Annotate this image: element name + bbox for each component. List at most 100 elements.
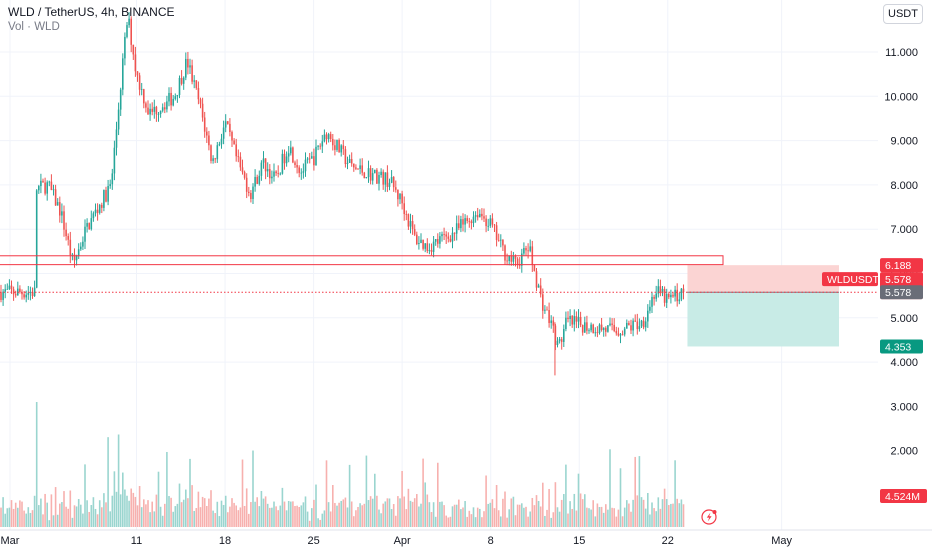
price-axis[interactable]: 4.0005.0006.0007.0008.0009.00010.00011.0… <box>884 47 918 458</box>
volume-bar <box>6 508 9 527</box>
volume-bar <box>565 464 567 527</box>
candle-body <box>262 158 265 163</box>
candle-body <box>455 223 458 234</box>
candle-body <box>369 168 372 181</box>
volume-bar <box>185 489 187 527</box>
volume-bar <box>527 516 529 527</box>
volume-bar <box>285 510 288 527</box>
candle-body <box>403 203 405 215</box>
candle-body <box>502 239 504 246</box>
candle-body <box>573 316 576 325</box>
candle-body <box>256 176 258 184</box>
candle-body <box>602 327 605 331</box>
candle-body <box>266 168 269 172</box>
candle-body <box>485 218 487 227</box>
target-price-tag: 4.353 <box>880 339 923 354</box>
candle-body <box>378 174 380 184</box>
candle-body <box>598 324 601 333</box>
candle-body <box>134 54 137 72</box>
candle-body <box>623 328 626 335</box>
volume-bar <box>531 497 534 527</box>
candle-body <box>170 92 172 106</box>
volume-bar <box>384 501 387 527</box>
candle-body <box>31 292 34 297</box>
volume-bar <box>75 506 78 527</box>
candle-body <box>392 177 395 188</box>
volume-bar <box>27 507 30 527</box>
volume-bar <box>390 509 393 527</box>
volume-bar <box>239 507 242 527</box>
candle-body <box>269 168 271 179</box>
volume-bar <box>122 472 124 527</box>
candle-body <box>304 159 307 172</box>
candle-body <box>86 223 88 227</box>
volume-bar <box>407 488 410 527</box>
price-tick-label: 10.000 <box>884 91 918 103</box>
position-zones <box>687 265 839 347</box>
candle-body <box>512 255 515 262</box>
candle-body <box>273 171 275 177</box>
volume-bar <box>138 485 141 527</box>
candle-body <box>243 172 246 178</box>
volume-bar <box>210 490 212 527</box>
candle-body <box>164 107 166 110</box>
volume-bar <box>363 503 366 527</box>
candle-body <box>10 285 13 290</box>
candle-body <box>439 236 441 244</box>
volume-bar <box>592 500 594 527</box>
candle-body <box>579 316 582 326</box>
volume-bar <box>35 402 38 527</box>
candle-body <box>311 156 313 159</box>
volume-bar <box>619 468 622 527</box>
candle-body <box>434 239 437 242</box>
candle-body <box>535 271 538 288</box>
entry-price-tag-bg <box>880 285 923 300</box>
volume-bar <box>392 504 395 527</box>
candle-body <box>197 87 200 100</box>
volume-bar <box>512 496 515 527</box>
replay-button[interactable] <box>701 509 717 525</box>
candle-body <box>428 250 431 251</box>
time-axis[interactable]: Mar 11 18 25 Apr 8 15 22 May <box>0 529 932 547</box>
candle-body <box>565 317 567 330</box>
volume-bar <box>420 503 422 527</box>
volume-bar <box>397 496 399 527</box>
volume-bar <box>361 505 363 527</box>
candle-body <box>8 285 11 289</box>
candle-body <box>525 248 527 251</box>
volume-bar <box>159 506 162 527</box>
volume-bar <box>227 512 229 527</box>
candle-body <box>497 239 500 241</box>
currency-button[interactable]: USDT <box>883 4 923 24</box>
symbol-title[interactable]: WLD / TetherUS, 4h, BINANCE <box>8 5 175 19</box>
candle-body <box>458 223 460 229</box>
candle-body <box>674 289 676 297</box>
volume-bar <box>224 495 227 527</box>
volume-legend: Vol · WLD <box>8 21 60 33</box>
volume-bar <box>403 496 405 527</box>
last-price-tag-text: 5.578 <box>885 274 911 286</box>
candle-body <box>384 172 387 185</box>
candle-body <box>672 294 674 297</box>
volume-bar <box>523 507 525 527</box>
volume-bar <box>611 507 613 527</box>
volume-bar <box>413 498 416 527</box>
volume-bar <box>124 489 126 527</box>
volume-bar <box>357 506 359 527</box>
candle-body <box>388 182 391 187</box>
candle-body <box>405 214 408 215</box>
candle-body <box>413 229 416 235</box>
candle-body <box>544 309 546 311</box>
volume-bar <box>514 515 517 527</box>
candle-body <box>411 221 414 230</box>
volume-bar <box>50 494 53 527</box>
volume-bar <box>682 504 685 527</box>
time-tick-label: May <box>771 535 792 547</box>
candle-body <box>626 322 628 329</box>
candle-body <box>514 255 517 259</box>
volume-bar <box>170 497 172 527</box>
candle-body <box>560 339 563 342</box>
volume-bar <box>56 514 59 527</box>
volume-bar <box>409 500 412 527</box>
